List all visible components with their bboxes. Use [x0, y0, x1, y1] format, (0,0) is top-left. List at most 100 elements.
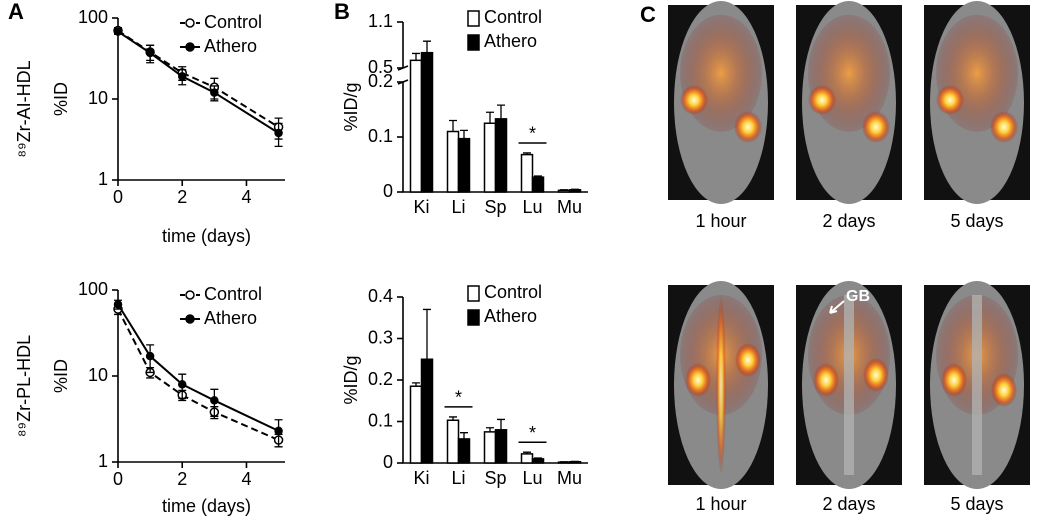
- kidney: [808, 85, 836, 115]
- y-tick-label: 0: [383, 452, 393, 472]
- kidney: [862, 111, 890, 143]
- legend-swatch: [467, 285, 480, 302]
- x-tick-label: 2: [177, 187, 187, 207]
- bar: [483, 122, 497, 193]
- bar: [557, 189, 571, 193]
- image-caption: 5 days: [950, 494, 1003, 514]
- legend-label: Athero: [204, 36, 257, 56]
- significance-label: *: [455, 388, 462, 408]
- bar: [531, 458, 545, 464]
- y-tick-label: 10: [88, 88, 108, 108]
- kidney: [680, 85, 708, 115]
- image-annotation: GB: [846, 288, 870, 305]
- legend-label: Control: [484, 7, 542, 27]
- significance-label: *: [529, 124, 536, 144]
- panel-label: A: [8, 0, 24, 24]
- error-bar: [449, 119, 457, 132]
- pet-ct-image: [924, 281, 1030, 489]
- y-tick-label: 0.3: [368, 327, 393, 347]
- marker: [113, 27, 123, 36]
- legend-label: Control: [204, 12, 262, 32]
- kidney: [941, 363, 967, 397]
- x-tick-label: Li: [451, 197, 465, 217]
- bar: [520, 153, 534, 193]
- bar: [494, 429, 508, 464]
- error-bar: [460, 129, 468, 139]
- axis: [117, 18, 285, 181]
- panel-label: B: [334, 0, 350, 24]
- x-tick-label: Sp: [484, 468, 506, 488]
- x-tick-label: Mu: [557, 197, 582, 217]
- kidney: [685, 363, 711, 397]
- bar: [568, 189, 582, 193]
- kidney: [863, 358, 889, 392]
- axis: [117, 290, 285, 463]
- bar: [409, 385, 423, 464]
- y-axis-label: %ID/g: [341, 82, 361, 131]
- bar: [420, 51, 434, 193]
- image-caption: 1 hour: [695, 494, 746, 514]
- pet-ct-image: [668, 281, 774, 489]
- bar: [420, 358, 434, 464]
- y-tick-label: 0.1: [368, 410, 393, 430]
- bar: [557, 461, 571, 464]
- annotation-arrow: [829, 300, 845, 314]
- error-bar: [486, 111, 494, 124]
- marker: [210, 88, 219, 97]
- legend-swatch: [467, 34, 480, 51]
- error-bar: [423, 308, 431, 360]
- y-axis-label: %ID: [51, 82, 71, 116]
- pet-ct-image: [796, 1, 902, 204]
- error-bar: [497, 104, 505, 119]
- marker: [177, 72, 187, 81]
- legend-label: Control: [484, 282, 542, 302]
- x-tick-label: Lu: [522, 468, 542, 488]
- image-caption: 5 days: [950, 211, 1003, 231]
- y-tick-label: 0.5: [368, 57, 393, 77]
- marker: [274, 128, 283, 138]
- y-tick-label: 1: [98, 451, 108, 471]
- bar: [409, 59, 423, 193]
- y-tick-label: 0.2: [368, 71, 393, 91]
- error-bar: [460, 432, 468, 439]
- bar: [531, 176, 545, 193]
- y-tick-label: 0: [383, 181, 393, 201]
- pet-ct-image: [668, 1, 774, 204]
- side-label: ⁸⁹Zr-PL-HDL: [14, 335, 34, 437]
- kidney: [813, 363, 839, 397]
- bar: [520, 453, 534, 464]
- y-tick-label: 0.2: [368, 369, 393, 389]
- image-caption: 1 hour: [695, 211, 746, 231]
- image-caption: 2 days: [822, 494, 875, 514]
- marker: [145, 48, 155, 58]
- legend-label: Athero: [204, 308, 257, 328]
- error-bar: [497, 418, 505, 430]
- kidney: [991, 373, 1017, 407]
- spine: [716, 295, 726, 475]
- y-tick-label: 100: [78, 279, 108, 299]
- x-tick-label: Mu: [557, 468, 582, 488]
- pet-ct-image: [796, 281, 902, 489]
- y-tick-label: 10: [88, 365, 108, 385]
- kidney: [990, 111, 1018, 143]
- legend-swatch: [467, 10, 480, 27]
- y-tick-label: 0.4: [368, 286, 393, 306]
- x-tick-label: 0: [113, 187, 123, 207]
- y-tick-label: 1.1: [368, 11, 393, 31]
- x-tick-label: Ki: [413, 468, 429, 488]
- image-caption: 2 days: [822, 211, 875, 231]
- x-tick-label: Sp: [484, 197, 506, 217]
- marker: [210, 396, 219, 405]
- legend-marker: [185, 314, 195, 324]
- y-tick-label: 100: [78, 7, 108, 27]
- bar: [446, 130, 460, 193]
- x-axis-label: time (days): [162, 496, 251, 516]
- kidney: [936, 85, 964, 115]
- marker: [113, 300, 123, 309]
- y-tick-label: 0.1: [368, 126, 393, 146]
- y-axis-label: %ID/g: [341, 355, 361, 404]
- x-tick-label: 4: [241, 469, 251, 489]
- x-tick-label: Lu: [522, 197, 542, 217]
- x-tick-label: 4: [241, 187, 251, 207]
